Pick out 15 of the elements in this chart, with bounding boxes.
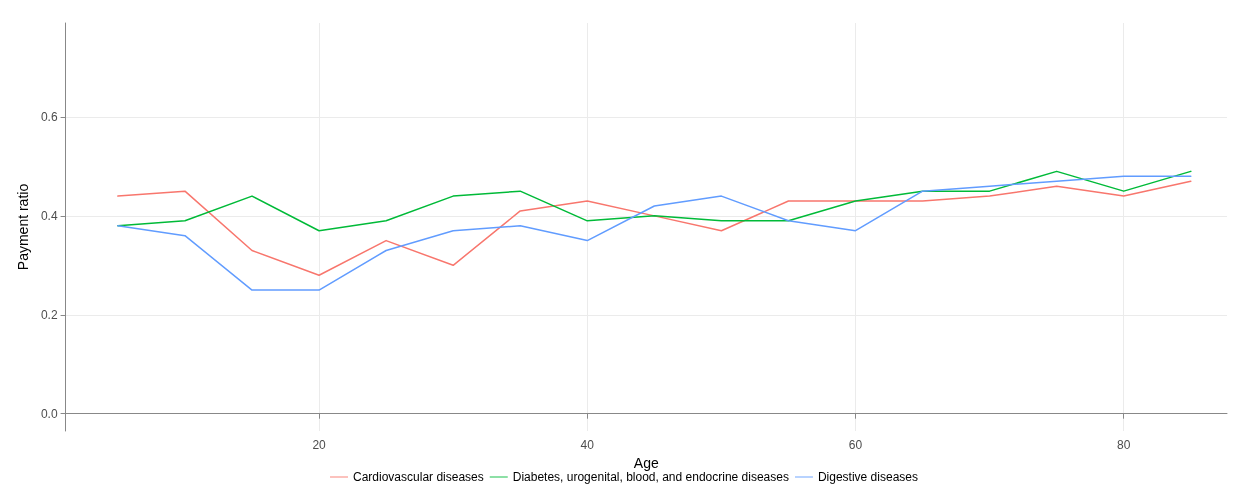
- x-tick-label: 40: [580, 438, 595, 452]
- y-axis-title: Payment ratio: [15, 183, 31, 271]
- x-tick-label: 60: [848, 438, 863, 452]
- y-tick-label: 0.0: [40, 406, 58, 421]
- x-tick-label: 20: [312, 438, 327, 452]
- line-series: [117, 180, 1192, 276]
- y-tick-label: 0.6: [40, 109, 58, 124]
- x-axis-title: Age: [633, 454, 659, 471]
- legend-label: Diabetes, urogenital, blood, and endocrine diseases: [512, 470, 789, 484]
- legend-label: Digestive diseases: [817, 470, 918, 484]
- line-series: [117, 175, 1192, 291]
- y-tick-label: 0.4: [40, 208, 58, 223]
- y-tick-label: 0.2: [40, 307, 58, 322]
- legend-label: Cardiovascular diseases: [353, 470, 484, 484]
- x-tick-label: 80: [1117, 438, 1131, 452]
